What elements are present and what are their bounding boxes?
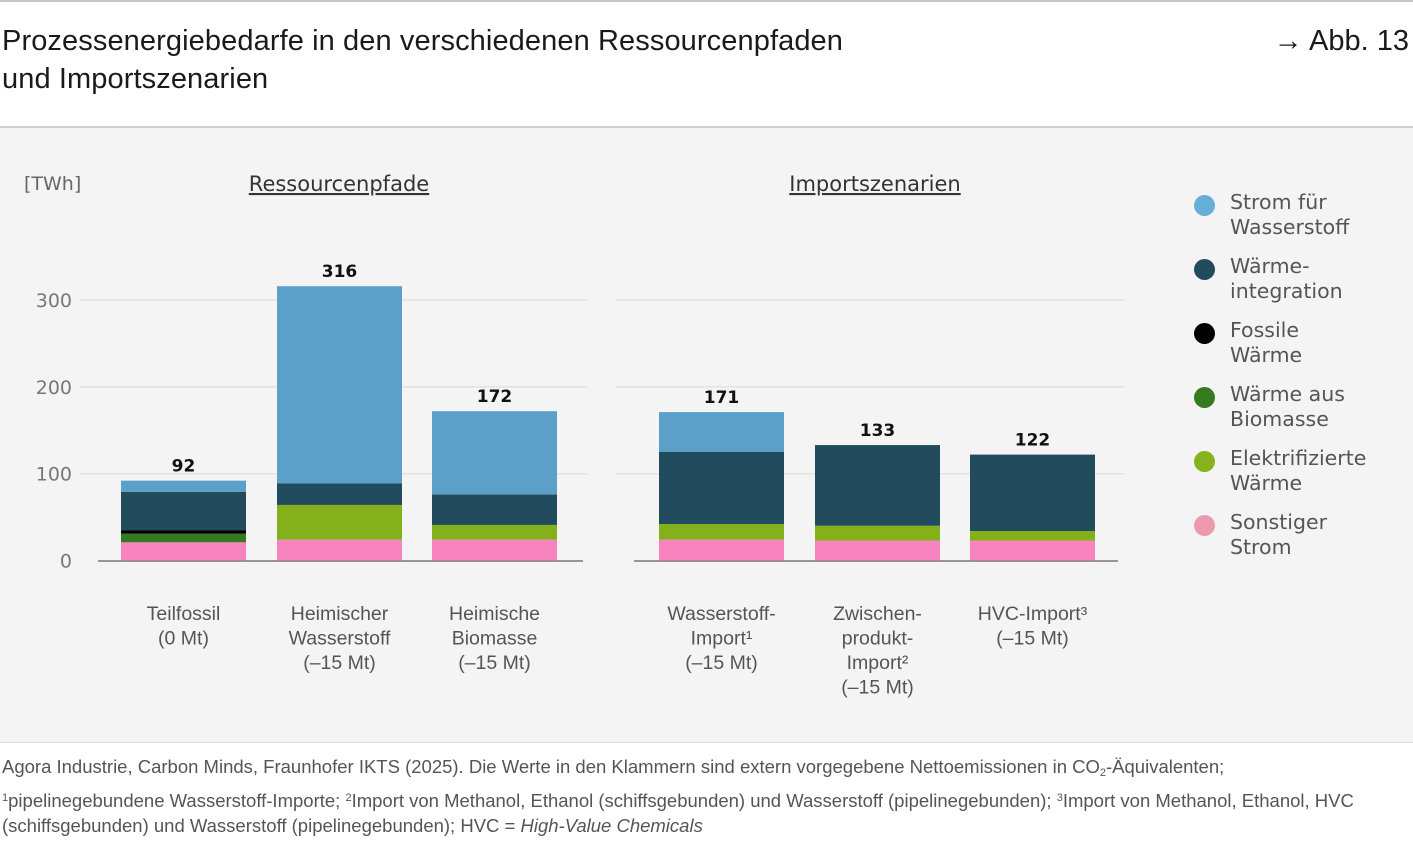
y-tick-label: 0 bbox=[60, 551, 72, 573]
bar-segment-wärmeintegration bbox=[970, 454, 1095, 531]
bar-segment-sonstiger-strom bbox=[815, 540, 940, 561]
bar-segment-strom-für-wasserstoff bbox=[121, 480, 246, 492]
y-tick-label: 300 bbox=[36, 290, 72, 312]
legend-label: Fossile Wärme bbox=[1230, 318, 1303, 367]
footnote-1: pipelinegebundene Wasserstoff-Importe; bbox=[8, 790, 346, 811]
y-axis-unit-label: [TWh] bbox=[24, 173, 81, 195]
legend-label: Wärme aus Biomasse bbox=[1230, 382, 1345, 431]
category-label: (–15 Mt) bbox=[996, 628, 1069, 650]
category-label: Teilfossil bbox=[147, 603, 221, 625]
legend-swatch-icon bbox=[1194, 451, 1215, 472]
category-label: Heimische bbox=[449, 603, 540, 625]
legend-item: Wärme- integration bbox=[1194, 254, 1400, 304]
category-label: Wasserstoff bbox=[289, 628, 391, 650]
bar-segment-wärmeintegration bbox=[277, 483, 402, 505]
bar-segment-sonstiger-strom bbox=[277, 539, 402, 561]
footnote-mark-3: 3 bbox=[1056, 792, 1063, 804]
category-label: Import¹ bbox=[691, 628, 753, 650]
title-line-1: Prozessenergiebedarfe in den verschieden… bbox=[2, 25, 844, 57]
source-text-end: -Äquivalenten; bbox=[1106, 756, 1225, 777]
bar-segment-elektrifizierte-wärme bbox=[659, 524, 784, 540]
bar-segment-strom-für-wasserstoff bbox=[659, 412, 784, 452]
category-label: (–15 Mt) bbox=[303, 652, 376, 674]
bar-segment-wärme-aus-biomasse bbox=[121, 533, 246, 543]
category-label: produkt- bbox=[842, 628, 914, 650]
footnote-3: Import von Methanol, Ethanol, HVC (schif… bbox=[2, 790, 1354, 836]
bar-segment-wärmeintegration bbox=[659, 452, 784, 525]
category-label: Import² bbox=[847, 652, 909, 674]
category-label: Zwischen- bbox=[833, 603, 922, 625]
bar-segment-sonstiger-strom bbox=[970, 540, 1095, 561]
legend-swatch-icon bbox=[1194, 195, 1215, 216]
group-title-2: Importszenarien bbox=[789, 172, 960, 196]
footnote-mark-2: 2 bbox=[345, 792, 352, 804]
category-label: Wasserstoff- bbox=[667, 603, 775, 625]
bar-segment-elektrifizierte-wärme bbox=[815, 525, 940, 541]
bar-segment-sonstiger-strom bbox=[432, 539, 557, 561]
legend-item: Sonstiger Strom bbox=[1194, 510, 1400, 560]
bar-total-label: 316 bbox=[322, 262, 358, 282]
bar-total-label: 172 bbox=[477, 387, 513, 407]
category-label: HVC-Import³ bbox=[978, 603, 1088, 625]
category-label: (–15 Mt) bbox=[458, 652, 531, 674]
top-divider bbox=[0, 0, 1413, 2]
legend-swatch-icon bbox=[1194, 323, 1215, 344]
legend: Strom für Wasserstoff Wärme- integration F… bbox=[1194, 190, 1400, 574]
bar-segment-wärmeintegration bbox=[432, 494, 557, 525]
hvc-expansion: High-Value Chemicals bbox=[520, 815, 703, 836]
co2-subscript: 2 bbox=[1099, 767, 1106, 779]
bar-segment-strom-für-wasserstoff bbox=[432, 411, 557, 495]
group-title-1: Ressourcenpfade bbox=[249, 172, 429, 196]
category-label: Heimischer bbox=[291, 603, 389, 625]
bar-segment-wärmeintegration bbox=[815, 445, 940, 526]
category-label: (–15 Mt) bbox=[685, 652, 758, 674]
bar-total-label: 92 bbox=[172, 457, 196, 477]
legend-swatch-icon bbox=[1194, 387, 1215, 408]
y-tick-label: 100 bbox=[36, 464, 72, 486]
title-line-2: und Importszenarien bbox=[2, 63, 269, 95]
legend-item: Wärme aus Biomasse bbox=[1194, 382, 1400, 432]
source-footnote: Agora Industrie, Carbon Minds, Fraunhofe… bbox=[2, 754, 1407, 838]
legend-item: Strom für Wasserstoff bbox=[1194, 190, 1400, 240]
figure-reference: → Abb. 13 bbox=[1273, 25, 1409, 57]
y-tick-label: 200 bbox=[36, 377, 72, 399]
source-text: Agora Industrie, Carbon Minds, Fraunhofe… bbox=[2, 756, 1100, 777]
bar-total-label: 122 bbox=[1015, 431, 1051, 451]
legend-item: Elektrifizierte Wärme bbox=[1194, 446, 1400, 496]
legend-label: Strom für Wasserstoff bbox=[1230, 190, 1350, 239]
bar-segment-strom-für-wasserstoff bbox=[277, 286, 402, 484]
chart-title: Prozessenergiebedarfe in den verschieden… bbox=[2, 22, 843, 98]
bar-segment-elektrifizierte-wärme bbox=[432, 524, 557, 540]
bar-segment-fossile-wärme bbox=[121, 530, 246, 534]
footnote-mark-1: 1 bbox=[2, 792, 9, 804]
bar-total-label: 133 bbox=[860, 421, 896, 441]
bar-segment-elektrifizierte-wärme bbox=[277, 504, 402, 540]
legend-item: Fossile Wärme bbox=[1194, 318, 1400, 368]
category-label: (–15 Mt) bbox=[841, 677, 914, 699]
category-label: (0 Mt) bbox=[158, 628, 209, 650]
category-label: Biomasse bbox=[452, 628, 538, 650]
legend-label: Elektrifizierte Wärme bbox=[1230, 446, 1367, 495]
legend-swatch-icon bbox=[1194, 515, 1215, 536]
bar-segment-elektrifizierte-wärme bbox=[970, 530, 1095, 541]
legend-swatch-icon bbox=[1194, 259, 1215, 280]
legend-label: Wärme- integration bbox=[1230, 254, 1343, 303]
bar-segment-sonstiger-strom bbox=[121, 542, 246, 561]
bar-total-label: 171 bbox=[704, 388, 740, 408]
bar-segment-sonstiger-strom bbox=[659, 539, 784, 561]
bar-segment-wärmeintegration bbox=[121, 491, 246, 531]
footnote-2: Import von Methanol, Ethanol (schiffsgeb… bbox=[351, 790, 1057, 811]
legend-label: Sonstiger Strom bbox=[1230, 510, 1328, 559]
